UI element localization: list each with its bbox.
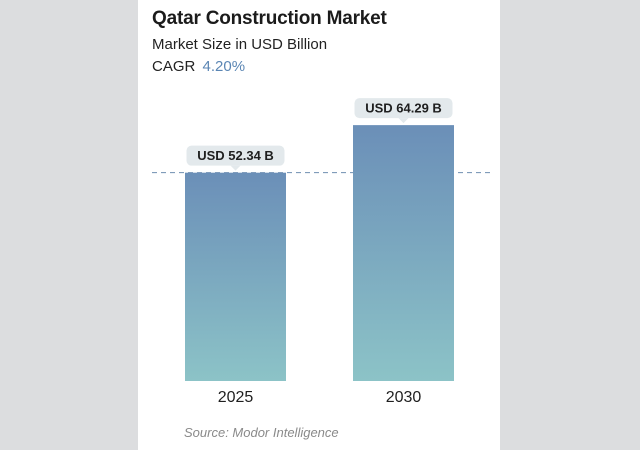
x-tick-label-2025: 2025	[218, 389, 254, 406]
bar-2025	[185, 172, 286, 381]
source-note: Source: Modor Intelligence	[184, 425, 339, 440]
data-label-pointer	[398, 118, 409, 124]
data-label-2025: USD 52.34 B	[186, 145, 285, 171]
chart-card: Qatar Construction Market Market Size in…	[138, 0, 500, 450]
data-label-bubble	[186, 145, 285, 166]
data-label-text: USD 64.29 B	[365, 101, 442, 116]
cagr-line: CAGR 4.20%	[152, 58, 245, 75]
data-label-bubble	[354, 98, 453, 119]
chart-subtitle: Market Size in USD Billion	[152, 36, 328, 53]
cagr-label: CAGR	[152, 58, 196, 75]
data-label-text: USD 52.34 B	[197, 148, 274, 163]
data-label-2030: USD 64.29 B	[354, 98, 453, 124]
cagr-value: 4.20%	[202, 58, 246, 75]
data-label-pointer	[230, 165, 241, 171]
chart-title: Qatar Construction Market	[152, 8, 387, 29]
bar-chart: USD 52.34 B 2025 USD 64.29 B 2030	[152, 98, 490, 406]
x-tick-label-2030: 2030	[386, 389, 422, 406]
bar-2030	[353, 125, 454, 382]
